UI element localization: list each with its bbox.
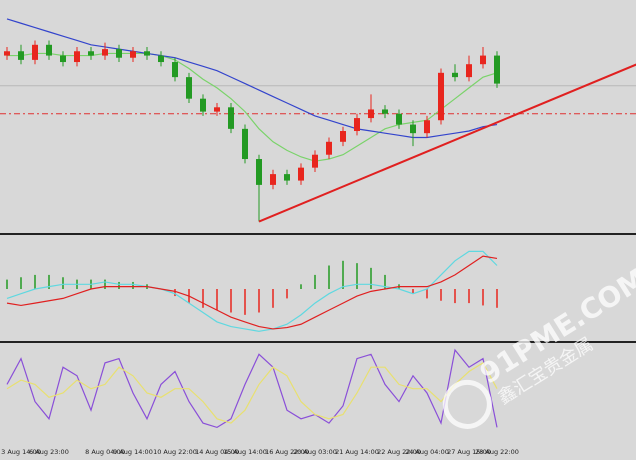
candle-body <box>46 44 52 56</box>
candle-body <box>18 51 24 60</box>
candle-body <box>410 124 416 134</box>
x-tick-label: 10 Aug 22:00 <box>153 448 197 456</box>
indicator-line <box>6 255 498 330</box>
candle-body <box>242 128 248 160</box>
candle-body <box>158 55 164 63</box>
candle-body <box>4 51 10 56</box>
candle-body <box>284 174 290 181</box>
candle-body <box>270 174 276 185</box>
candle-body <box>116 49 122 58</box>
candle-body <box>494 55 500 84</box>
candle-body <box>186 77 192 99</box>
indicator-line <box>6 362 498 424</box>
candle-body <box>172 62 178 78</box>
x-tick-label: 22 Aug 22:00 <box>377 448 421 456</box>
candle-body <box>200 98 206 112</box>
x-tick-label: 27 Aug 15:00 <box>447 448 491 456</box>
candle-body <box>312 154 318 168</box>
candle-body <box>354 118 360 132</box>
candle-body <box>298 167 304 181</box>
x-tick-label: 20 Aug 03:00 <box>293 448 337 456</box>
candle-body <box>88 51 94 56</box>
trendline <box>258 63 636 223</box>
candle-body <box>256 159 262 185</box>
watermark-logo <box>442 379 492 429</box>
candle-body <box>438 72 444 121</box>
candle-body <box>144 51 150 56</box>
candle-body <box>396 113 402 125</box>
x-tick-label: 6 Aug 23:00 <box>29 448 69 456</box>
indicator-line <box>6 348 498 429</box>
x-tick-label: 15 Aug 14:00 <box>223 448 267 456</box>
x-tick-label: 3 Aug 14:00 <box>1 448 41 456</box>
x-tick-label: 24 Aug 04:00 <box>405 448 449 456</box>
candle-body <box>326 141 332 155</box>
x-tick-label: 9 Aug 14:00 <box>113 448 153 456</box>
candle-body <box>480 55 486 65</box>
candle-body <box>424 120 430 134</box>
candle-body <box>74 51 80 63</box>
candle-body <box>368 109 374 119</box>
candle-body <box>228 107 234 129</box>
candle-body <box>340 131 346 142</box>
x-tick-label: 21 Aug 14:00 <box>335 448 379 456</box>
candle-body <box>60 55 66 63</box>
x-tick-label: 16 Aug 22:00 <box>265 448 309 456</box>
candle-body <box>214 107 220 112</box>
candle-body <box>382 109 388 114</box>
x-tick-label: 8 Aug 04:00 <box>85 448 125 456</box>
x-tick-label: 28 Aug 22:00 <box>475 448 519 456</box>
candle-body <box>102 49 108 56</box>
indicator-line <box>6 250 498 332</box>
candle-body <box>466 64 472 78</box>
indicator-line <box>6 18 498 139</box>
candle-body <box>452 72 458 78</box>
candle-body <box>130 51 136 58</box>
x-tick-label: 14 Aug 04:00 <box>195 448 239 456</box>
candle-body <box>32 44 38 60</box>
